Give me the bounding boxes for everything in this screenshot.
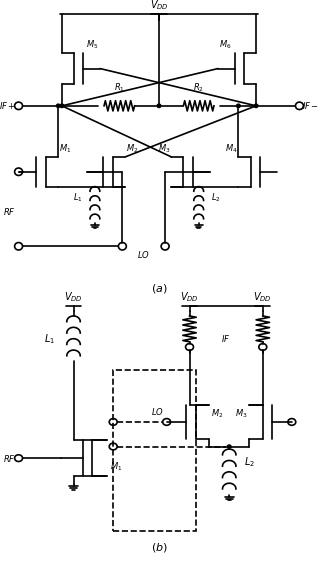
Text: $M_3$: $M_3$ (158, 143, 170, 156)
Text: $RF$: $RF$ (3, 206, 16, 217)
Text: $R_2$: $R_2$ (193, 82, 204, 94)
Text: $(a)$: $(a)$ (151, 282, 167, 295)
Text: $IF$: $IF$ (221, 333, 231, 345)
Text: $M_1$: $M_1$ (59, 143, 72, 156)
Text: $M_3$: $M_3$ (235, 408, 247, 420)
Circle shape (254, 104, 258, 107)
Text: $L_1$: $L_1$ (44, 332, 55, 346)
Circle shape (237, 104, 240, 107)
Text: $V_{DD}$: $V_{DD}$ (64, 290, 83, 303)
Text: $IF+$: $IF+$ (0, 101, 16, 111)
Text: $V_{DD}$: $V_{DD}$ (253, 290, 272, 303)
Circle shape (56, 104, 60, 107)
Text: $V_{DD}$: $V_{DD}$ (149, 0, 169, 12)
Text: $(b)$: $(b)$ (151, 541, 167, 554)
Text: $L_2$: $L_2$ (211, 192, 221, 205)
Text: $M_5$: $M_5$ (86, 39, 99, 51)
Text: $M_4$: $M_4$ (225, 143, 238, 156)
Text: $LO$: $LO$ (137, 249, 150, 260)
Text: $IF-$: $IF-$ (302, 101, 318, 111)
Text: $V_{DD}$: $V_{DD}$ (180, 290, 199, 303)
Circle shape (60, 104, 64, 107)
Text: $M_1$: $M_1$ (110, 461, 122, 473)
Text: $LO$: $LO$ (151, 406, 163, 417)
Circle shape (157, 104, 161, 107)
Bar (113, 370, 196, 531)
Text: $M_6$: $M_6$ (219, 39, 232, 51)
Text: $L_1$: $L_1$ (73, 192, 83, 205)
Text: $RF$: $RF$ (3, 452, 16, 464)
Text: $M_2$: $M_2$ (211, 408, 223, 420)
Text: $L_2$: $L_2$ (245, 455, 255, 469)
Circle shape (227, 445, 231, 448)
Text: $M_2$: $M_2$ (126, 143, 139, 156)
Text: $R_1$: $R_1$ (114, 82, 125, 94)
